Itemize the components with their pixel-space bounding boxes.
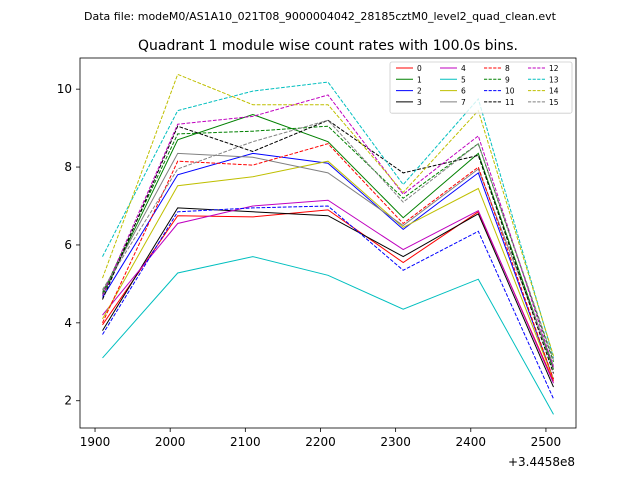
series-line-8 [102, 143, 554, 380]
series-line-7 [102, 152, 554, 366]
plot-area-frame [79, 57, 577, 429]
legend-label-12: 12 [549, 64, 559, 73]
legend-label-3: 3 [417, 98, 422, 107]
series-line-1 [102, 113, 554, 370]
legend-box [389, 61, 573, 114]
y-tick-label-8: 8 [64, 160, 72, 174]
series-lines [102, 73, 554, 415]
chart-title: Quadrant 1 module wise count rates with … [138, 38, 518, 54]
legend-label-1: 1 [417, 75, 422, 84]
legend-label-13: 13 [549, 75, 559, 84]
legend-label-5: 5 [461, 75, 466, 84]
x-axis-ticks: 1900 2000 2100 2200 2300 2400 2500 [80, 428, 561, 449]
legend-label-2: 2 [417, 87, 422, 96]
legend-label-15: 15 [549, 98, 559, 107]
x-tick-label-2500: 2500 [531, 435, 562, 449]
series-line-6 [102, 160, 554, 380]
series-line-9 [102, 125, 554, 362]
x-tick-label-2000: 2000 [155, 435, 186, 449]
series-line-15 [102, 119, 554, 360]
y-tick-label-10: 10 [57, 82, 72, 96]
legend-label-7: 7 [461, 98, 466, 107]
x-tick-label-1900: 1900 [80, 435, 111, 449]
x-tick-label-2400: 2400 [456, 435, 487, 449]
legend-label-4: 4 [461, 64, 466, 73]
legend-label-6: 6 [461, 87, 466, 96]
y-tick-label-2: 2 [64, 394, 72, 408]
x-tick-label-2200: 2200 [305, 435, 336, 449]
series-line-11 [102, 119, 554, 374]
series-line-14 [102, 73, 554, 357]
legend-label-0: 0 [417, 64, 422, 73]
legend-label-11: 11 [505, 98, 515, 107]
legend-label-14: 14 [549, 87, 559, 96]
series-line-4 [102, 199, 554, 384]
y-tick-label-4: 4 [64, 316, 72, 330]
y-axis-ticks: 2 4 6 8 10 [57, 82, 80, 408]
y-tick-label-6: 6 [64, 238, 72, 252]
legend-label-9: 9 [505, 75, 510, 84]
series-line-10 [102, 205, 554, 400]
x-tick-label-2100: 2100 [230, 435, 261, 449]
x-tick-label-2300: 2300 [380, 435, 411, 449]
x-axis-offset-label: +3.4458e8 [508, 455, 575, 469]
series-line-0 [102, 209, 554, 382]
series-line-2 [102, 152, 554, 380]
legend-label-10: 10 [505, 87, 515, 96]
figure-suptitle: Data file: modeM0/AS1A10_021T08_90000040… [84, 10, 557, 23]
series-line-3 [102, 207, 554, 388]
series-line-12 [102, 94, 554, 368]
series-line-5 [102, 256, 554, 415]
legend-label-8: 8 [505, 64, 510, 73]
